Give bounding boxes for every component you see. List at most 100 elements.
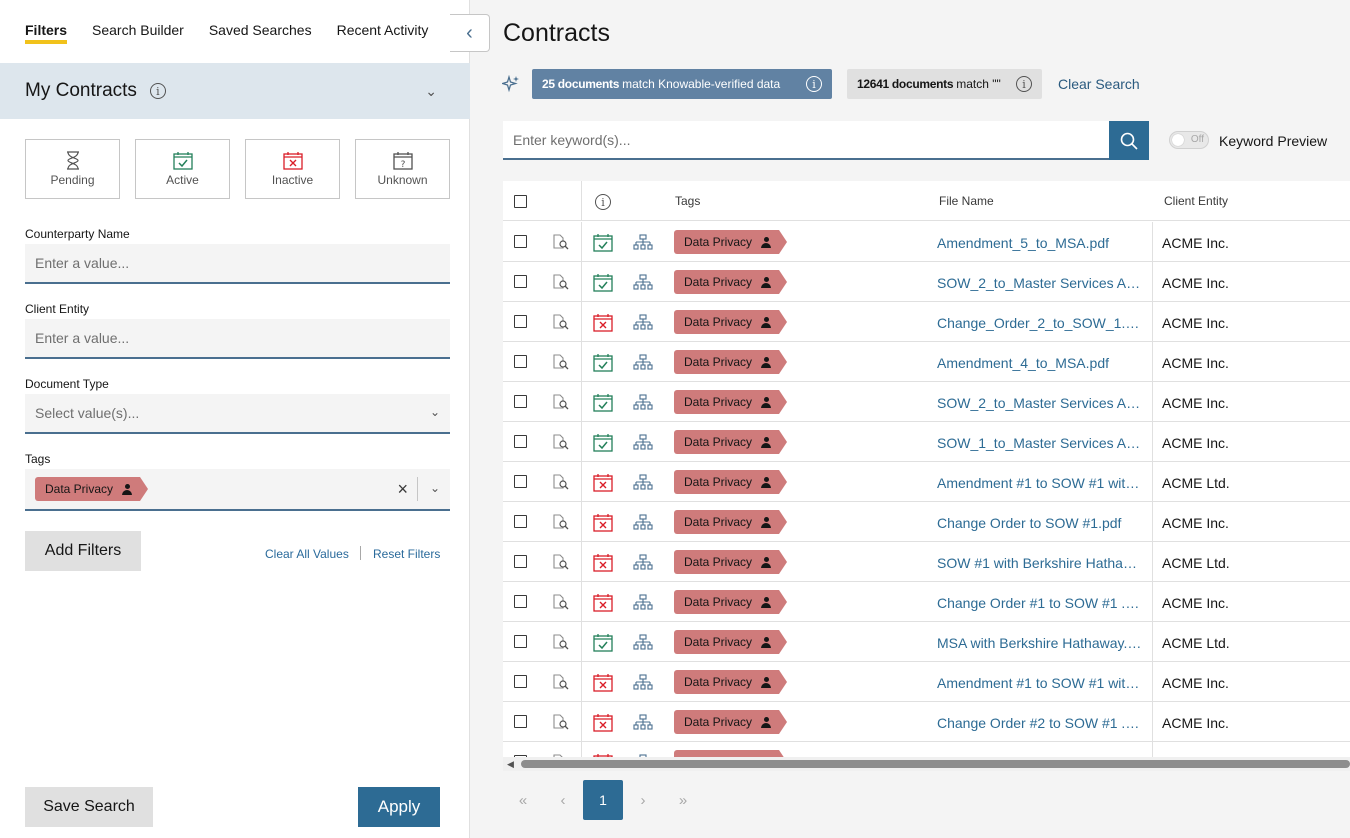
status-active-button[interactable]: Active [135, 139, 230, 199]
chevron-down-icon[interactable]: ⌄ [429, 481, 440, 495]
document-preview-icon[interactable] [553, 554, 570, 575]
row-checkbox[interactable] [514, 475, 527, 488]
table-row[interactable]: Data Privacy Change Order #2 to SOW #1 .p… [503, 702, 1350, 742]
row-tag[interactable]: Data Privacy [674, 510, 788, 534]
apply-button[interactable]: Apply [358, 787, 440, 827]
status-inactive-button[interactable]: Inactive [245, 139, 340, 199]
row-tag[interactable]: Data Privacy [674, 230, 788, 254]
clear-icon[interactable]: × [397, 479, 408, 499]
row-tag[interactable]: Data Privacy [674, 350, 788, 374]
document-preview-icon[interactable] [553, 434, 570, 455]
table-row[interactable]: Data Privacy Amendment_5_to_MSA.pdf ACME I… [503, 222, 1350, 262]
file-name-link[interactable]: Amendment #1 to SOW #1 with ACME.pdf [937, 675, 1142, 691]
client-entity-column-header[interactable]: Client Entity [1164, 194, 1229, 208]
prev-page-button[interactable]: ‹ [560, 791, 566, 809]
row-tag[interactable]: Data Privacy [674, 550, 788, 574]
row-tag[interactable]: Data Privacy [674, 310, 788, 334]
document-preview-icon[interactable] [553, 474, 570, 495]
document-preview-icon[interactable] [553, 234, 570, 255]
document-preview-icon[interactable] [553, 594, 570, 615]
file-name-link[interactable]: Amendment_5_to_MSA.pdf [937, 235, 1109, 251]
row-tag[interactable]: Data Privacy [674, 710, 788, 734]
file-name-link[interactable]: Amendment_4_to_MSA.pdf [937, 355, 1109, 371]
row-checkbox[interactable] [514, 395, 527, 408]
row-checkbox[interactable] [514, 675, 527, 688]
file-name-link[interactable]: MSA with Berkshire Hathaway.pdf [937, 635, 1142, 651]
row-tag[interactable]: Data Privacy [674, 390, 788, 414]
file-name-link[interactable]: SOW_2_to_Master Services Agreement.pdf [937, 275, 1142, 291]
table-row[interactable]: Data Privacy SOW_2_to_Master Services Agr… [503, 262, 1350, 302]
row-tag[interactable]: Data Privacy [674, 670, 788, 694]
tab-saved-searches[interactable]: Saved Searches [208, 22, 312, 38]
row-checkbox[interactable] [514, 275, 527, 288]
document-preview-icon[interactable] [553, 354, 570, 375]
reset-filters-link[interactable]: Reset Filters [373, 547, 441, 561]
row-checkbox[interactable] [514, 635, 527, 648]
hierarchy-icon[interactable] [633, 234, 653, 256]
keyword-preview-toggle[interactable]: Off [1169, 131, 1209, 149]
document-preview-icon[interactable] [553, 274, 570, 295]
hierarchy-icon[interactable] [633, 634, 653, 656]
document-preview-icon[interactable] [553, 514, 570, 535]
table-row[interactable]: Data Privacy MSA with Berkshire Hathaway.… [503, 622, 1350, 662]
my-contracts-header[interactable]: My Contracts i ⌄ [0, 63, 470, 119]
file-name-link[interactable]: Amendment #1 to SOW #1 with Berkshire.pd… [937, 475, 1142, 491]
hierarchy-icon[interactable] [633, 314, 653, 336]
document-preview-icon[interactable] [553, 394, 570, 415]
tag-data-privacy[interactable]: Data Privacy [35, 477, 149, 501]
hierarchy-icon[interactable] [633, 674, 653, 696]
table-row[interactable]: Data Privacy Change_Order_2_to_SOW_1.pdf A… [503, 302, 1350, 342]
keyword-search-input[interactable]: Enter keyword(s)... [503, 121, 1109, 160]
file-name-link[interactable]: SOW_1_to_Master Services Agreement.pdf [937, 435, 1142, 451]
hierarchy-icon[interactable] [633, 514, 653, 536]
last-page-button[interactable]: » [678, 791, 688, 809]
table-row[interactable]: Data Privacy Amendment #1 to SOW #1 with … [503, 662, 1350, 702]
info-icon[interactable]: i [149, 83, 166, 99]
row-checkbox[interactable] [514, 715, 527, 728]
tab-search-builder[interactable]: Search Builder [92, 22, 184, 38]
table-row[interactable]: Data Privacy Amendment #1 to SOW #1 with … [503, 462, 1350, 502]
tags-select[interactable]: Data Privacy × ⌄ [25, 469, 450, 511]
counterparty-input[interactable]: Enter a value... [25, 244, 450, 284]
hierarchy-icon[interactable] [633, 474, 653, 496]
hierarchy-icon[interactable] [633, 714, 653, 736]
hierarchy-icon[interactable] [633, 274, 653, 296]
clear-all-values-link[interactable]: Clear All Values [265, 547, 349, 561]
scroll-left-icon[interactable]: ◀ [507, 759, 514, 769]
document-type-select[interactable]: Select value(s)... ⌄ [25, 394, 450, 434]
hierarchy-icon[interactable] [633, 554, 653, 576]
client-entity-input[interactable]: Enter a value... [25, 319, 450, 359]
hierarchy-icon[interactable] [633, 354, 653, 376]
row-checkbox[interactable] [514, 515, 527, 528]
table-row[interactable]: Data Privacy SOW_2_to_Master Services Agr… [503, 382, 1350, 422]
horizontal-scrollbar[interactable]: ◀ [503, 757, 1350, 771]
file-name-link[interactable]: Change Order to SOW #1.pdf [937, 515, 1122, 531]
clear-search-link[interactable]: Clear Search [1058, 76, 1140, 92]
hierarchy-icon[interactable] [633, 594, 653, 616]
status-unknown-button[interactable]: ? Unknown [355, 139, 450, 199]
select-all-checkbox[interactable] [514, 195, 527, 208]
file-name-link[interactable]: SOW #1 with Berkshire Hathaway.pdf [937, 555, 1142, 571]
row-checkbox[interactable] [514, 355, 527, 368]
keyword-match-chip[interactable]: 12641 documents match "" i [847, 69, 1042, 99]
document-preview-icon[interactable] [553, 674, 570, 695]
scrollbar-thumb[interactable] [521, 760, 1350, 768]
table-row[interactable]: Data Privacy Change Order to SOW #1.pdf AC… [503, 502, 1350, 542]
chevron-down-icon[interactable]: ⌄ [425, 83, 437, 99]
hierarchy-icon[interactable] [633, 394, 653, 416]
document-preview-icon[interactable] [553, 634, 570, 655]
tab-recent-activity[interactable]: Recent Activity [336, 22, 429, 38]
document-preview-icon[interactable] [553, 314, 570, 335]
table-row[interactable]: Data Privacy Amendment_4_to_MSA.pdf ACME I… [503, 342, 1350, 382]
row-checkbox[interactable] [514, 595, 527, 608]
search-button[interactable] [1109, 121, 1149, 160]
tab-filters[interactable]: Filters [25, 0, 68, 46]
table-row[interactable]: Data Privacy SOW #1 with Berkshire Hathaw… [503, 542, 1350, 582]
next-page-button[interactable]: › [640, 791, 646, 809]
file-name-column-header[interactable]: File Name [939, 194, 994, 208]
add-filters-button[interactable]: Add Filters [25, 531, 141, 571]
status-pending-button[interactable]: Pending [25, 139, 120, 199]
row-tag[interactable]: Data Privacy [674, 630, 788, 654]
row-tag[interactable]: Data Privacy [674, 270, 788, 294]
row-checkbox[interactable] [514, 555, 527, 568]
